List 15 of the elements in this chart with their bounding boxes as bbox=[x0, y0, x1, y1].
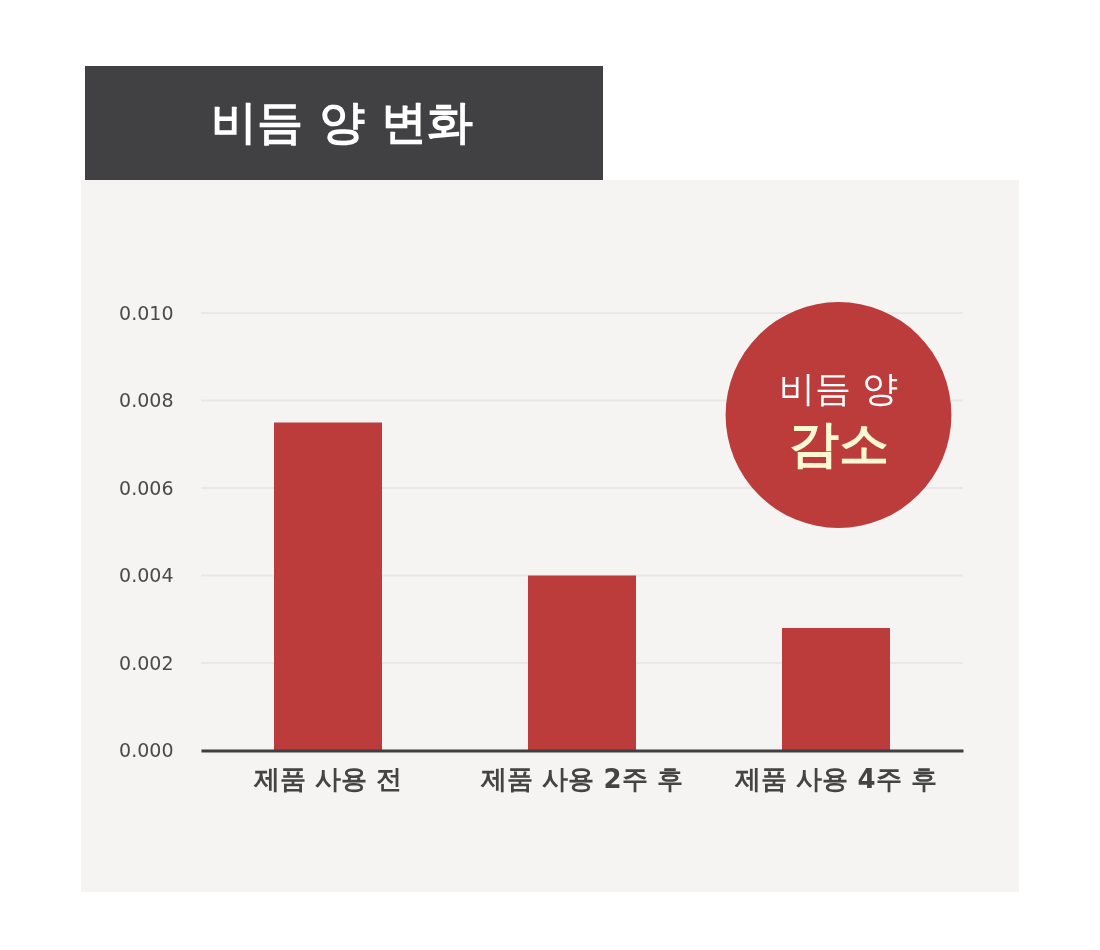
bar bbox=[782, 628, 890, 751]
bar bbox=[528, 575, 636, 751]
x-tick-label: 제품 사용 2주 후 bbox=[480, 764, 683, 794]
annotation: 비듬 양 bbox=[778, 368, 899, 409]
y-tick-label: 0.010 bbox=[119, 301, 174, 324]
chart-title: 비듬 양 변화 bbox=[210, 95, 474, 149]
y-tick-label: 0.004 bbox=[119, 564, 174, 586]
annotation: 감소 bbox=[788, 415, 889, 473]
y-tick-label: 0.002 bbox=[119, 651, 174, 674]
bar bbox=[274, 422, 382, 751]
x-tick-label: 제품 사용 4주 후 bbox=[734, 764, 937, 794]
y-tick-label: 0.000 bbox=[119, 739, 174, 761]
y-tick-label: 0.008 bbox=[119, 389, 174, 411]
x-tick-label: 제품 사용 전 bbox=[252, 764, 403, 794]
y-tick-label: 0.006 bbox=[119, 476, 174, 499]
